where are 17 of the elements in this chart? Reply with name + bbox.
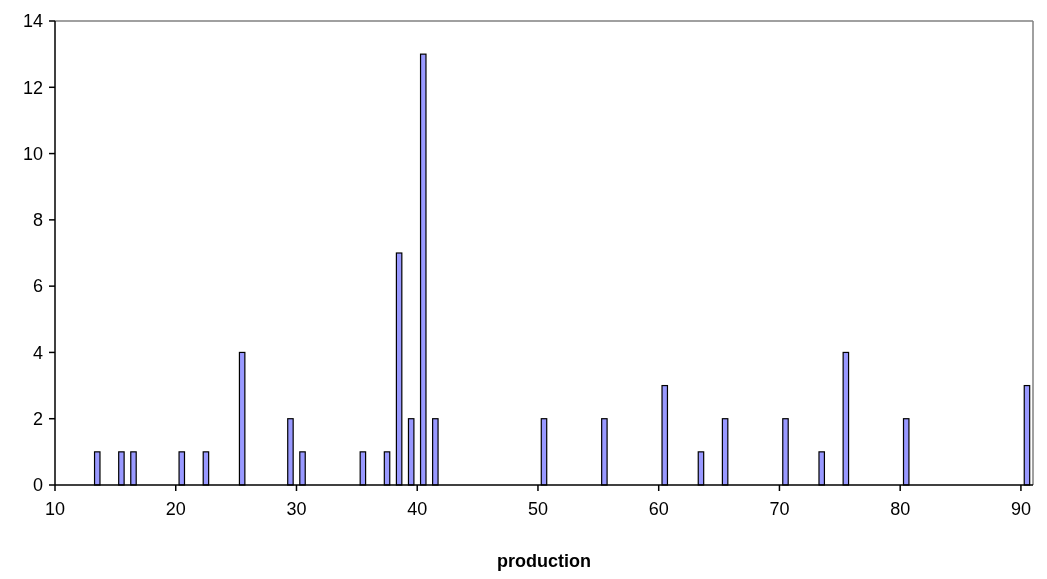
x-tick-label: 80	[890, 499, 911, 519]
y-tick-label: 10	[22, 143, 43, 164]
x-tick-label: 30	[286, 499, 307, 519]
x-tick-label: 40	[407, 499, 428, 519]
y-tick-label: 14	[22, 11, 43, 32]
y-tick-label: 0	[32, 475, 43, 496]
y-tick-label: 6	[32, 276, 43, 297]
x-tick-label: 60	[648, 499, 669, 519]
y-tick-label: 8	[32, 210, 43, 231]
y-tick-label: 2	[32, 409, 43, 430]
x-tick-label: 90	[1010, 499, 1031, 519]
y-tick-label: 4	[32, 342, 43, 363]
y-tick-label: 12	[22, 77, 43, 98]
x-tick-label: 20	[165, 499, 186, 519]
x-tick-label: 50	[527, 499, 548, 519]
x-tick-label: 70	[769, 499, 790, 519]
x-axis-title: production	[497, 551, 591, 571]
